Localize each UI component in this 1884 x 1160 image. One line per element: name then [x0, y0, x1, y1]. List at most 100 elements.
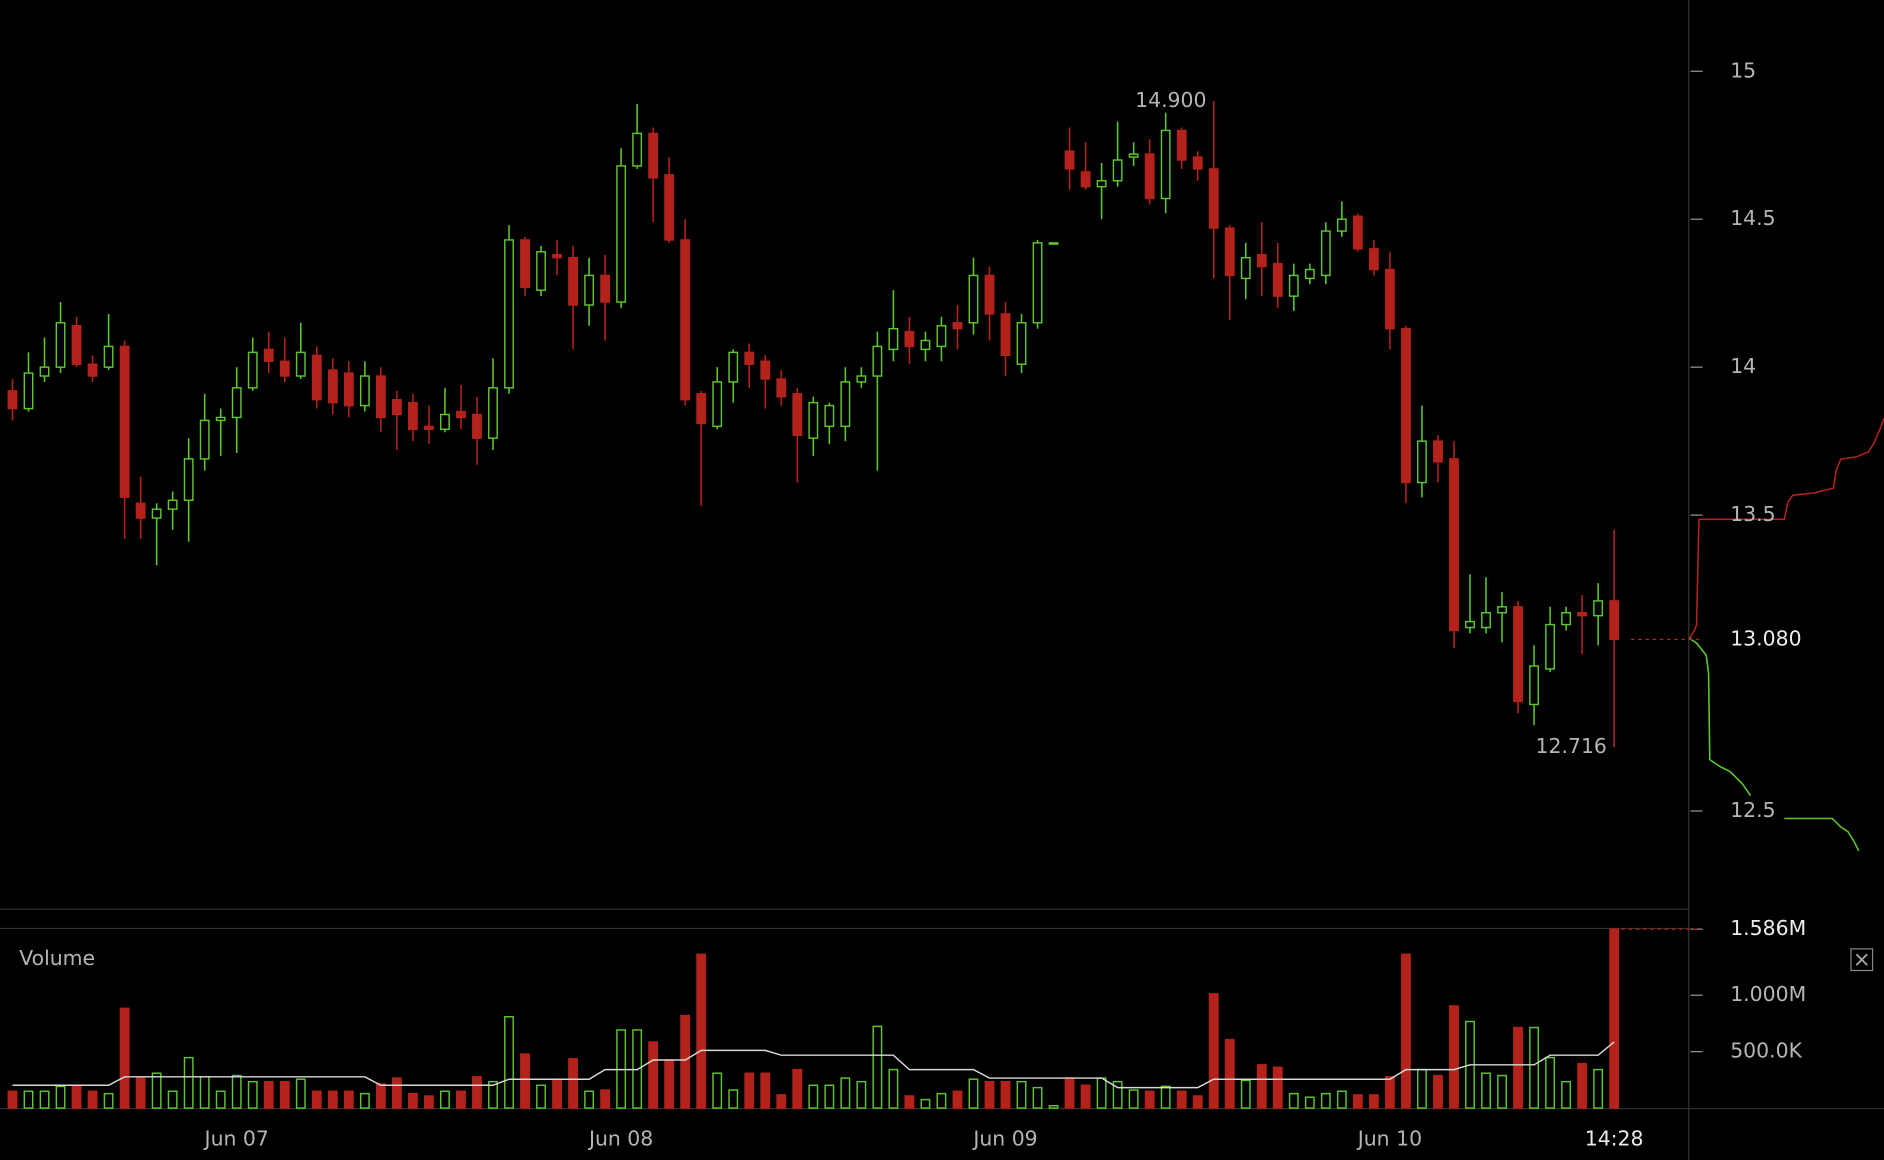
volume-bar [1400, 953, 1411, 1109]
candle-body [7, 390, 18, 410]
volume-bar [119, 1007, 130, 1109]
x-tick-label: Jun 07 [203, 1126, 269, 1150]
volume-bar [1288, 1092, 1299, 1109]
volume-bar [375, 1083, 386, 1109]
candle-body [488, 387, 498, 439]
volume-bar [1224, 1038, 1235, 1109]
candle-body [391, 398, 402, 416]
volume-bar [760, 1072, 771, 1109]
candle-body [1561, 612, 1572, 626]
candle-body [1032, 242, 1043, 324]
candle-body [744, 351, 755, 365]
volume-bar [728, 1089, 739, 1109]
candle-body [1176, 129, 1187, 161]
candle-body [135, 502, 146, 519]
volume-bar [936, 1092, 947, 1109]
volume-bar [39, 1090, 50, 1109]
volume-bar [295, 1078, 306, 1109]
depth-bid-line [1784, 817, 1860, 852]
candle-body [39, 366, 50, 377]
volume-bar [856, 1080, 867, 1109]
volume-bar [1272, 1066, 1283, 1109]
volume-bar [263, 1080, 274, 1109]
volume-bar [776, 1094, 787, 1109]
candle-body [1449, 458, 1459, 632]
y-tick-label: 15 [1730, 58, 1756, 82]
volume-bar [872, 1025, 883, 1109]
y-tick-label: 13.5 [1730, 502, 1775, 526]
volume-bar [215, 1090, 226, 1109]
candle-body [1096, 180, 1107, 188]
volume-bar [71, 1085, 82, 1109]
volume-bar [1384, 1076, 1395, 1109]
candle-body [1609, 600, 1620, 641]
candle-body [520, 239, 530, 288]
volume-bar [167, 1090, 178, 1109]
candle-body [375, 375, 386, 419]
volume-bar [792, 1068, 803, 1109]
candle-body [984, 274, 995, 315]
candle-body [1417, 440, 1427, 484]
volume-bar [135, 1077, 146, 1109]
volume-bar [103, 1092, 114, 1109]
candle-body [1016, 322, 1027, 365]
candle-body [1192, 156, 1203, 170]
candle-body [1336, 218, 1347, 232]
candle-body [728, 351, 739, 383]
volume-bar [1417, 1068, 1427, 1109]
close-button[interactable] [1850, 948, 1874, 972]
volume-bar [456, 1090, 466, 1109]
candle-body [343, 372, 354, 407]
candle-body [872, 345, 883, 377]
candle-body [167, 499, 178, 510]
volume-bar [1481, 1072, 1491, 1109]
candle-body [1064, 150, 1075, 170]
volume-bar [231, 1074, 242, 1109]
depth-bid-line [1688, 637, 1752, 797]
volume-bar [1497, 1074, 1507, 1109]
candle-body [936, 325, 947, 348]
candle-body [1577, 612, 1588, 617]
volume-bar [488, 1080, 498, 1109]
close-icon[interactable] [1855, 953, 1868, 966]
volume-bar [504, 1016, 514, 1109]
x-tick-label: 14:28 [1585, 1126, 1644, 1150]
candle-body [1288, 274, 1299, 297]
close-box[interactable] [1850, 948, 1874, 972]
x-tick-label: Jun 08 [587, 1126, 653, 1150]
x-tick-label: Jun 09 [971, 1126, 1037, 1150]
volume-bar [744, 1072, 755, 1109]
candle-body [1160, 129, 1171, 200]
volume-bar [1032, 1086, 1043, 1109]
volume-bar [1352, 1094, 1363, 1109]
volume-bar [648, 1041, 659, 1109]
candle-body [1529, 665, 1539, 706]
candle-body [231, 387, 242, 419]
volume-bar [1096, 1077, 1107, 1109]
volume-bar [1016, 1080, 1027, 1109]
volume-tick-label: 1.000M [1730, 982, 1806, 1006]
volume-bar [423, 1095, 434, 1109]
volume-bar [1433, 1074, 1443, 1109]
candle-body [311, 354, 322, 401]
volume-bar [1561, 1080, 1572, 1109]
candle-body [1112, 159, 1123, 182]
candle-body [1352, 215, 1363, 250]
candle-body [215, 416, 226, 422]
volume-bar [1208, 993, 1219, 1109]
candle-body [456, 410, 466, 419]
candle-body [1433, 440, 1443, 463]
volume-bar [888, 1068, 899, 1109]
candle-body [183, 458, 194, 502]
volume-bar [1320, 1092, 1331, 1109]
volume-bar [151, 1072, 162, 1109]
volume-bar [87, 1090, 98, 1109]
volume-title: Volume [19, 946, 95, 970]
candle-body [1080, 171, 1091, 188]
candle-body [920, 339, 931, 351]
candle-body [1256, 253, 1267, 268]
volume-bar [952, 1090, 963, 1109]
candle-body [952, 322, 963, 330]
candle-body [760, 360, 771, 380]
